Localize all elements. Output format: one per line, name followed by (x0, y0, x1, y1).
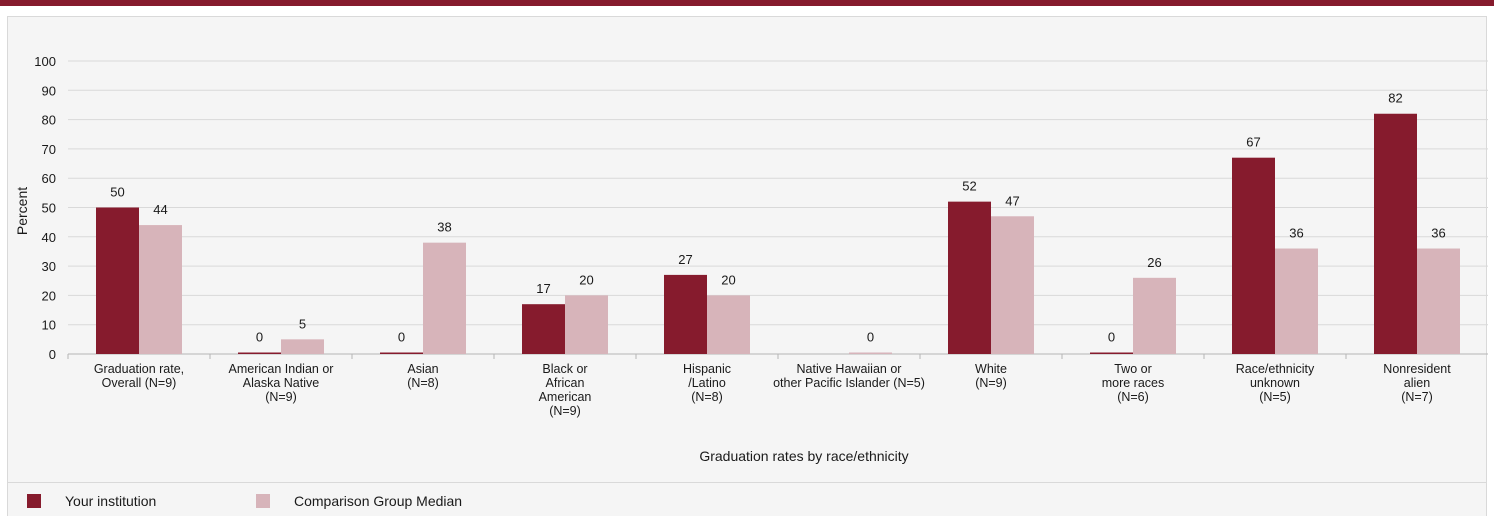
data-label: 67 (1246, 135, 1260, 150)
x-tick-label: other Pacific Islander (N=5) (773, 376, 925, 390)
data-label: 17 (536, 281, 550, 296)
bar-institution (238, 352, 281, 354)
data-label: 0 (256, 330, 263, 345)
y-tick-label: 10 (42, 318, 56, 333)
x-tick-label: (N=5) (1259, 390, 1291, 404)
y-tick-label: 60 (42, 171, 56, 186)
x-tick-label: Race/ethnicity (1236, 362, 1315, 376)
x-tick-label: (N=9) (549, 404, 581, 418)
bar-comparison (707, 295, 750, 354)
x-tick-label: White (975, 362, 1007, 376)
data-label: 82 (1388, 91, 1402, 106)
x-tick-label: (N=9) (975, 376, 1007, 390)
legend-swatch-institution (27, 494, 41, 508)
bar-institution (1090, 352, 1133, 354)
legend-divider (7, 482, 1487, 483)
data-label: 38 (437, 220, 451, 235)
data-label: 5 (299, 316, 306, 331)
x-tick-label: more races (1102, 376, 1165, 390)
data-label: 0 (867, 330, 874, 345)
legend-label-institution: Your institution (65, 493, 157, 509)
y-axis-label: Percent (14, 187, 30, 235)
data-label: 0 (1108, 330, 1115, 345)
top-rule (0, 0, 1494, 6)
bar-comparison (849, 352, 892, 354)
x-tick-label: /Latino (688, 376, 726, 390)
legend-label-comparison: Comparison Group Median (294, 493, 463, 509)
bar-institution (1374, 113, 1417, 355)
x-tick-label: unknown (1250, 376, 1300, 390)
data-label: 44 (153, 202, 167, 217)
x-tick-label: (N=9) (265, 390, 297, 404)
bar-comparison (1275, 248, 1318, 354)
bar-comparison (139, 225, 182, 354)
bar-institution (664, 274, 707, 354)
y-tick-label: 20 (42, 288, 56, 303)
bar-institution (1232, 157, 1275, 354)
data-label: 20 (579, 272, 593, 287)
bar-institution (948, 201, 991, 354)
bar-comparison (1133, 277, 1176, 354)
bar-comparison (423, 242, 466, 354)
bar-institution (380, 352, 423, 354)
y-tick-label: 0 (49, 347, 56, 362)
data-label: 52 (962, 179, 976, 194)
y-tick-label: 50 (42, 201, 56, 216)
data-label: 0 (398, 330, 405, 345)
data-label: 26 (1147, 255, 1161, 270)
x-tick-label: Asian (407, 362, 438, 376)
x-tick-label: (N=8) (407, 376, 439, 390)
x-tick-label: Two or (1114, 362, 1152, 376)
x-tick-label: American (539, 390, 592, 404)
data-label: 36 (1289, 226, 1303, 241)
x-tick-label: Overall (N=9) (102, 376, 177, 390)
x-tick-label: Black or (542, 362, 587, 376)
y-tick-label: 30 (42, 259, 56, 274)
bar-institution (96, 207, 139, 354)
y-tick-label: 80 (42, 113, 56, 128)
y-tick-label: 100 (34, 54, 56, 69)
x-tick-label: American Indian or (229, 362, 334, 376)
x-axis-label: Graduation rates by race/ethnicity (699, 448, 908, 464)
y-tick-labels: 0 10 20 30 40 50 60 70 80 90 100 (34, 54, 56, 362)
bar-comparison (1417, 248, 1460, 354)
x-tick-labels: Graduation rate,Overall (N=9) American In… (94, 362, 1451, 418)
x-tick-label: Nonresident (1383, 362, 1451, 376)
x-tick-label: (N=6) (1117, 390, 1149, 404)
data-label: 50 (110, 185, 124, 200)
x-tick-label: Native Hawaiian or (797, 362, 902, 376)
bars (96, 113, 1460, 355)
bar-comparison (991, 216, 1034, 354)
data-label: 27 (678, 252, 692, 267)
x-tick-label: Alaska Native (243, 376, 319, 390)
y-tick-label: 70 (42, 142, 56, 157)
x-tick-label: African (546, 376, 585, 390)
data-label: 36 (1431, 226, 1445, 241)
x-tick-label: (N=8) (691, 390, 723, 404)
x-tick-label: Hispanic (683, 362, 731, 376)
legend: Your institution Comparison Group Median (7, 483, 1487, 516)
legend-swatch-comparison (256, 494, 270, 508)
bar-comparison (281, 339, 324, 354)
x-tick-label: (N=7) (1401, 390, 1433, 404)
bar-institution (522, 304, 565, 354)
x-tick-label: Graduation rate, (94, 362, 184, 376)
data-label: 47 (1005, 193, 1019, 208)
y-tick-label: 40 (42, 230, 56, 245)
y-tick-label: 90 (42, 83, 56, 98)
bar-comparison (565, 295, 608, 354)
data-label: 20 (721, 272, 735, 287)
x-tick-label: alien (1404, 376, 1430, 390)
